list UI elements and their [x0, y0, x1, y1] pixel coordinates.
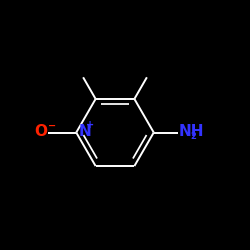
Text: 2: 2 — [190, 132, 196, 141]
Text: −: − — [48, 120, 56, 130]
Text: NH: NH — [178, 124, 204, 140]
Text: +: + — [86, 120, 94, 130]
Text: N: N — [78, 124, 91, 140]
Text: O: O — [34, 124, 47, 140]
